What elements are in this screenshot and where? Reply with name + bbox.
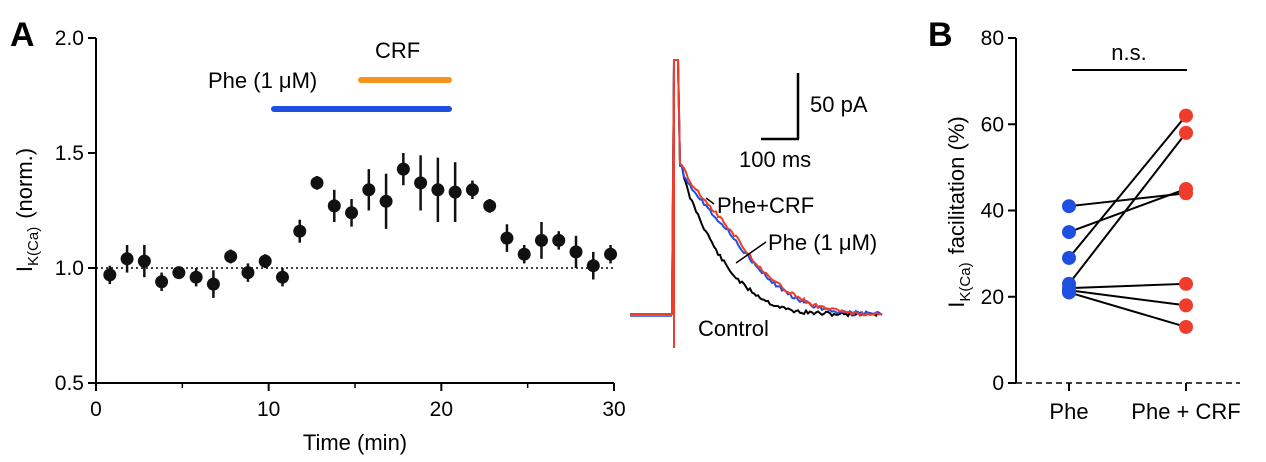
scale-current-label: 50 pA xyxy=(810,92,868,117)
phe-crf-point xyxy=(1179,319,1193,334)
trace-label-control: Control xyxy=(698,316,769,341)
time-course-ytick-label: 1.5 xyxy=(55,142,84,165)
time-course-plot: 0.5 1.0 1.5 2.0 0 10 20 30 Time (min) IK(Ca) (no… xyxy=(12,27,626,455)
facilitation-ylabel-main: I xyxy=(944,302,969,308)
time-course-point xyxy=(172,266,186,280)
paired-line xyxy=(1068,114,1187,259)
facilitation-plot: 0 20 40 60 80 Phe Phe + CRF IK(Ca) facilitation… xyxy=(944,27,1241,424)
scale-time-label: 100 ms xyxy=(739,147,811,172)
time-course-point xyxy=(534,233,548,247)
time-course-axes: 0.5 1.0 1.5 2.0 0 10 20 30 xyxy=(55,27,626,421)
time-course-point xyxy=(120,252,134,266)
svg-text:IK(Ca)facilitation (%): IK(Ca) facilitation (%) xyxy=(944,116,974,307)
panel-label-b: B xyxy=(928,16,953,54)
phe-crf-point xyxy=(1179,181,1193,196)
time-course-ytick-label: 0.5 xyxy=(55,372,84,395)
phe-crf-point xyxy=(1179,276,1193,291)
panel-label-a: A xyxy=(10,16,35,54)
phe-point xyxy=(1062,199,1076,214)
svg-text:IK(Ca)(norm.): IK(Ca) (norm.) xyxy=(12,148,42,272)
time-course-point xyxy=(275,270,289,284)
phe-point xyxy=(1062,225,1076,240)
phe-crf-point xyxy=(1179,298,1193,313)
time-course-point xyxy=(293,224,307,238)
phe-crf-point xyxy=(1179,108,1193,123)
facilitation-ytick-label: 40 xyxy=(981,200,1004,223)
paired-line xyxy=(1068,289,1187,307)
paired-line xyxy=(1068,291,1187,328)
time-course-point xyxy=(206,277,220,291)
time-course-xtick-label: 30 xyxy=(602,398,625,421)
time-course-points xyxy=(103,153,618,298)
time-course-point xyxy=(396,162,410,176)
time-course-ylabel-tail: (norm.) xyxy=(12,148,37,219)
time-course-point xyxy=(500,231,514,245)
facilitation-ylabel-tail: facilitation (%) xyxy=(944,116,969,254)
time-course-xlabel: Time (min) xyxy=(303,430,407,455)
facilitation-ytick-label: 80 xyxy=(981,27,1004,50)
facilitation-ytick-label: 20 xyxy=(981,286,1004,309)
time-course-point xyxy=(604,247,618,261)
time-course-point xyxy=(465,183,479,197)
facilitation-ytick-label: 0 xyxy=(992,372,1004,395)
time-course-point xyxy=(155,275,169,289)
time-course-point xyxy=(431,183,445,197)
time-course-point xyxy=(224,250,238,263)
time-course-point xyxy=(137,254,151,268)
facilitation-ytick-label: 60 xyxy=(981,113,1004,136)
phe-point xyxy=(1062,250,1076,265)
facilitation-category-label: Phe + CRF xyxy=(1131,399,1240,424)
time-course-point xyxy=(327,199,341,213)
facilitation-ylabel-sub: K(Ca) xyxy=(957,262,974,301)
facilitation-category-label: Phe xyxy=(1049,399,1088,424)
phe-crf-point xyxy=(1179,125,1193,140)
trace-label-phe: Phe (1 μM) xyxy=(768,230,877,255)
time-course-point xyxy=(569,245,583,259)
time-course-point xyxy=(379,194,393,208)
time-course-point xyxy=(241,266,255,280)
time-course-point xyxy=(483,199,497,213)
facilitation-axes: 0 20 40 60 80 Phe Phe + CRF xyxy=(981,27,1241,424)
paired-lines xyxy=(1068,114,1187,328)
significance-label: n.s. xyxy=(1111,40,1146,65)
phe-bar-label: Phe (1 μM) xyxy=(208,68,317,93)
time-course-point xyxy=(517,247,531,261)
paired-line xyxy=(1068,132,1187,285)
paired-line xyxy=(1068,282,1187,290)
time-course-xtick-label: 20 xyxy=(430,398,453,421)
facilitation-ylabel: IK(Ca) facilitation (%) xyxy=(944,116,974,307)
time-course-point xyxy=(362,183,376,197)
time-course-point xyxy=(345,206,359,220)
time-course-ylabel-sub: K(Ca) xyxy=(25,227,42,266)
trace-phe-crf xyxy=(630,59,883,317)
time-course-point xyxy=(189,270,203,284)
trace-pointer-phe-crf xyxy=(705,197,715,205)
crf-bar-label: CRF xyxy=(375,38,420,63)
paired-points xyxy=(1062,108,1193,334)
time-course-ylabel-main: I xyxy=(12,266,37,272)
time-course-point xyxy=(258,254,272,268)
time-course-ytick-label: 2.0 xyxy=(55,27,84,50)
time-course-point xyxy=(448,185,462,199)
time-course-ytick-label: 1.0 xyxy=(55,257,84,280)
phe-point xyxy=(1062,285,1076,300)
trace-pointer-phe xyxy=(735,241,767,264)
time-course-point xyxy=(103,268,117,282)
paired-line xyxy=(1068,187,1187,234)
time-course-point xyxy=(414,176,428,190)
time-course-point xyxy=(586,259,600,273)
trace-control xyxy=(630,59,883,318)
time-course-point xyxy=(552,233,566,247)
trace-label-phe-crf: Phe+CRF xyxy=(717,193,814,218)
time-course-xtick-label: 0 xyxy=(90,398,102,421)
time-course-point xyxy=(310,176,324,190)
time-course-xtick-label: 10 xyxy=(257,398,280,421)
current-traces: 50 pA 100 ms Phe+CRF Phe (1 μM) Control xyxy=(630,59,883,348)
time-course-ylabel: IK(Ca) (norm.) xyxy=(12,148,42,272)
